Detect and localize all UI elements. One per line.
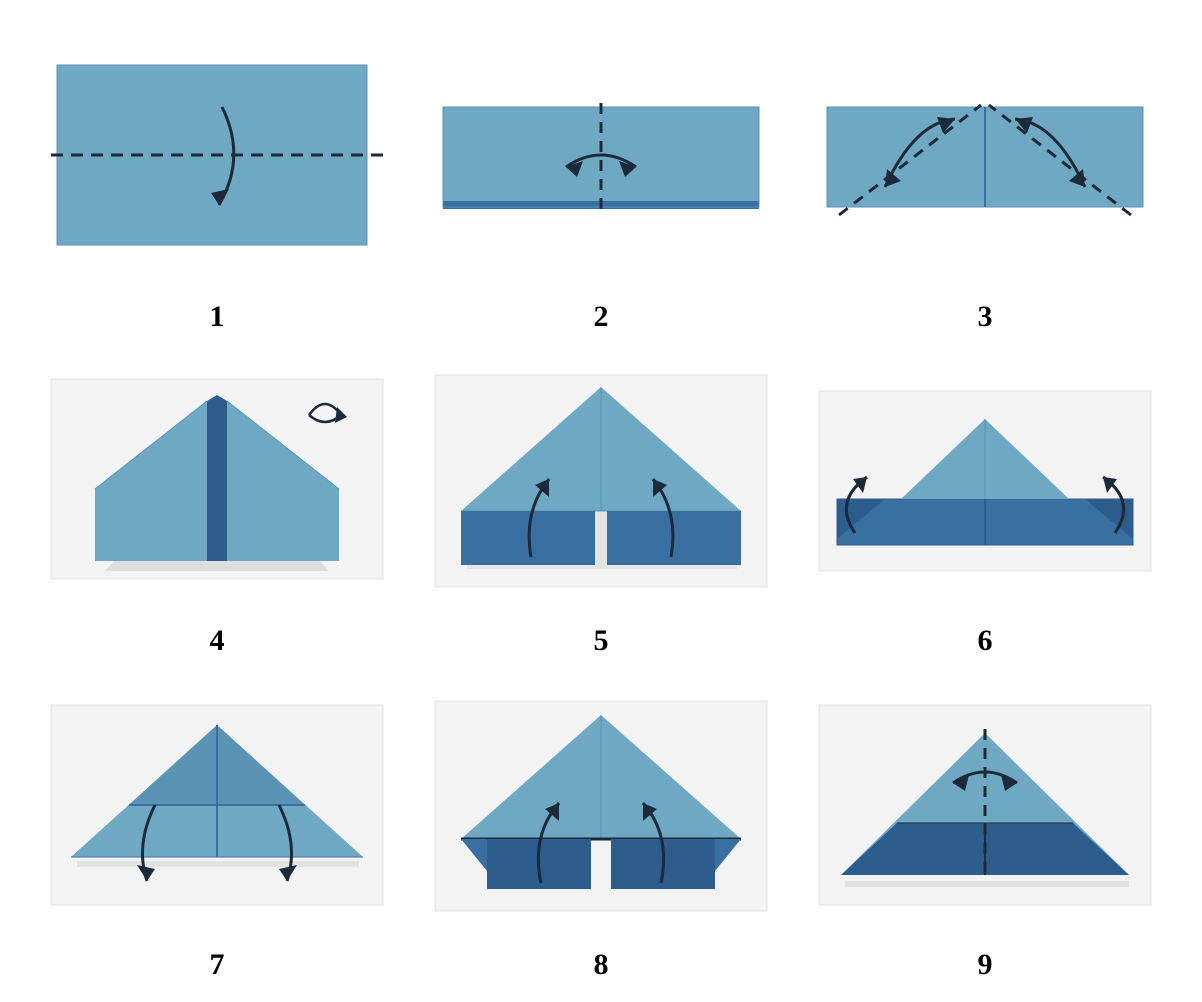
step-7-label: 7 (210, 948, 225, 982)
step-4-figure (30, 344, 404, 618)
step-9-figure (798, 668, 1172, 942)
step-2-label: 2 (594, 300, 609, 334)
step-2-svg (431, 47, 771, 267)
step-1: 1 (30, 20, 404, 334)
step-8-svg (431, 685, 771, 925)
steps-grid: 1 2 (0, 0, 1202, 1002)
step-4: 4 (30, 344, 404, 658)
step-3: 3 (798, 20, 1172, 334)
step-9-label: 9 (978, 948, 993, 982)
step-6-svg (815, 361, 1155, 601)
step-2: 2 (414, 20, 788, 334)
origami-diagram: 1 2 (0, 0, 1202, 1002)
step-4-label: 4 (210, 624, 225, 658)
step-5-label: 5 (594, 624, 609, 658)
step-5: 5 (414, 344, 788, 658)
step-3-svg (815, 47, 1155, 267)
step-6-label: 6 (978, 624, 993, 658)
step-7: 7 (30, 668, 404, 982)
step-5-figure (414, 344, 788, 618)
step-9-svg (815, 685, 1155, 925)
step-3-label: 3 (978, 300, 993, 334)
step-5-svg (431, 361, 771, 601)
step-1-svg (47, 47, 387, 267)
step-8-label: 8 (594, 948, 609, 982)
step-9: 9 (798, 668, 1172, 982)
step-8-figure (414, 668, 788, 942)
step-8: 8 (414, 668, 788, 982)
step-7-figure (30, 668, 404, 942)
step-2-figure (414, 20, 788, 294)
step-3-figure (798, 20, 1172, 294)
step-4-svg (47, 361, 387, 601)
step-6-figure (798, 344, 1172, 618)
step-6: 6 (798, 344, 1172, 658)
step-1-label: 1 (210, 300, 225, 334)
step-7-svg (47, 685, 387, 925)
step-1-figure (30, 20, 404, 294)
